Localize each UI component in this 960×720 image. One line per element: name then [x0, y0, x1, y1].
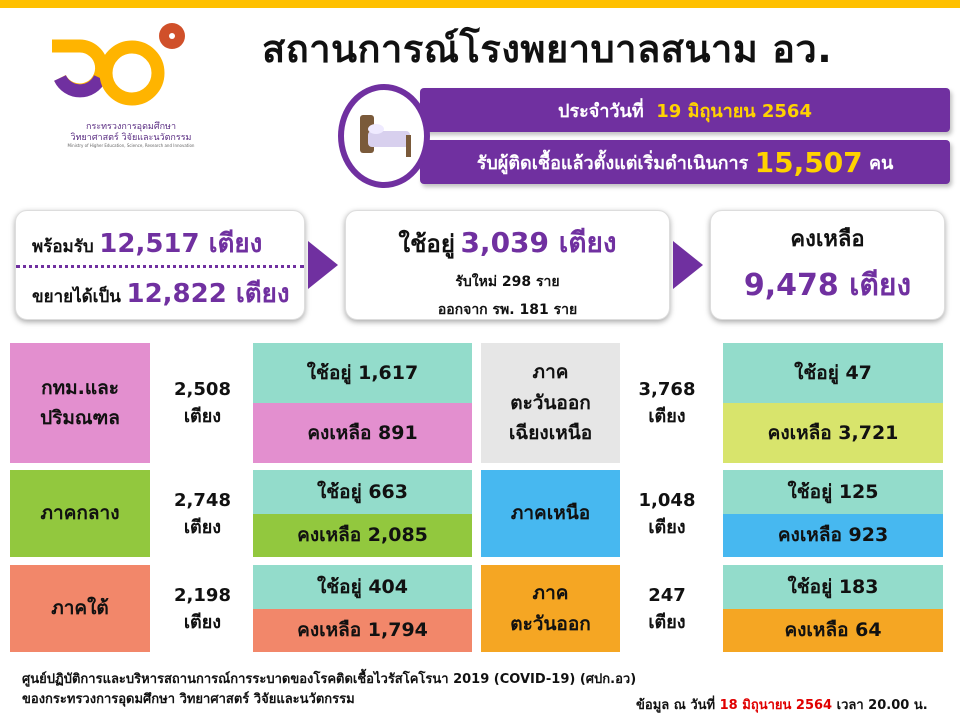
ministry-logo: กระทรวงการอุดมศึกษา วิทยาศาสตร์ วิจัยและ… — [40, 18, 200, 148]
logo-text: กระทรวงการอุดมศึกษา วิทยาศาสตร์ วิจัยและ… — [67, 122, 195, 148]
in-use-beds: 3,039 เตียง — [460, 226, 617, 259]
region-name-line: ภาค — [532, 582, 569, 605]
region-label: ภาคเหนือภาคเหนือ — [481, 470, 620, 557]
arrow-right-icon — [673, 241, 703, 289]
footer-org: ศูนย์ปฏิบัติการและบริหารสถานการณ์การระบา… — [22, 672, 637, 687]
remaining-beds: 9,478 เตียง — [743, 268, 912, 303]
region-beds: 247 เตียง — [648, 584, 686, 633]
bed-icon-circle — [338, 84, 430, 188]
ready-beds: 12,517 เตียง — [99, 229, 263, 259]
region-beds: 1,048 เตียง — [638, 489, 696, 538]
region-name-line: ปริมณฑล — [40, 407, 120, 429]
region-label: ภาคใต้ภาคใต้ — [10, 565, 150, 652]
footer-ministry: ของกระทรวงการอุดมศึกษา วิทยาศาสตร์ วิจัย… — [22, 692, 355, 707]
region-in-use: ใช้อยู่ 663 — [253, 470, 472, 514]
remaining-card: คงเหลือ 9,478 เตียง — [710, 210, 945, 320]
data-timestamp: ข้อมูล ณ วันที่ 18 มิถุนายน 2564 เวลา 20… — [636, 698, 928, 713]
report-date: 19 มิถุนายน 2564 — [656, 100, 812, 122]
bed-icon — [360, 115, 411, 157]
top-bar — [0, 0, 960, 8]
region-beds: 2,198 เตียง — [174, 584, 231, 633]
region-remaining: คงเหลือ 891 — [253, 403, 472, 463]
region-in-use: ใช้อยู่ 183 — [723, 565, 943, 609]
region-name-line: ตะวันออก — [510, 391, 591, 414]
region-remaining: คงเหลือ 3,721 — [723, 403, 943, 463]
logo-mark-icon — [52, 23, 185, 106]
in-use-card: ใช้อยู่ 3,039 เตียง รับใหม่ 298 ราย ออกจ… — [345, 210, 670, 320]
region-beds: 2,748 เตียง — [174, 489, 231, 538]
region-name-line: ตะวันออก — [510, 612, 591, 635]
region-beds: 3,768 เตียง — [638, 379, 696, 427]
region-in-use: ใช้อยู่ 404 — [253, 565, 472, 609]
region-name-line: ภาค — [532, 361, 569, 384]
region-remaining: คงเหลือ 2,085 — [253, 514, 472, 557]
region-remaining: คงเหลือ 1,794 — [253, 609, 472, 652]
total-cases: 15,507 — [754, 145, 863, 179]
expandable-beds: 12,822 เตียง — [126, 279, 290, 309]
new-admissions: รับใหม่ 298 ราย — [455, 274, 560, 290]
region-beds: 2,508 เตียง — [174, 379, 231, 427]
capacity-card: พร้อมรับ 12,517 เตียง ขยายได้เป็น 12,822… — [15, 210, 305, 320]
region-label: ภาคกลางภาคกลาง — [10, 470, 150, 557]
region-name-line: กทม.และ — [41, 376, 119, 399]
region-name-line: ภาคใต้ — [51, 597, 109, 620]
region-in-use: ใช้อยู่ 47 — [723, 343, 943, 403]
page-title: สถานการณ์โรงพยาบาลสนาม อว. — [262, 27, 833, 71]
region-name-line: ภาคเหนือ — [510, 502, 591, 525]
region-remaining: คงเหลือ 923 — [723, 514, 943, 557]
region-in-use: ใช้อยู่ 1,617 — [253, 343, 472, 403]
arrow-right-icon — [308, 241, 338, 289]
total-banner: รับผู้ติดเชื้อแล้วตั้งแต่เริ่มดำเนินการ … — [420, 140, 950, 184]
region-remaining: คงเหลือ 64 — [723, 609, 943, 652]
date-banner: ประจำวันที่ 19 มิถุนายน 2564 — [420, 88, 950, 132]
divider — [16, 265, 304, 268]
region-name-line: เฉียงเหนือ — [508, 422, 593, 445]
region-in-use: ใช้อยู่ 125 — [723, 470, 943, 514]
region-name-line: ภาคกลาง — [40, 502, 120, 525]
discharged: ออกจาก รพ. 181 ราย — [437, 302, 578, 318]
